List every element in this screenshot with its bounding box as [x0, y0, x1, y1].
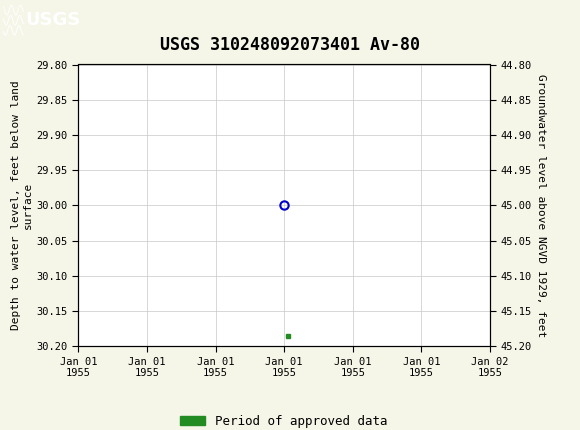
Y-axis label: Groundwater level above NGVD 1929, feet: Groundwater level above NGVD 1929, feet: [536, 74, 546, 337]
Text: USGS 310248092073401 Av-80: USGS 310248092073401 Av-80: [160, 36, 420, 54]
Y-axis label: Depth to water level, feet below land
surface: Depth to water level, feet below land su…: [11, 80, 32, 330]
Text: USGS: USGS: [26, 11, 81, 29]
Legend: Period of approved data: Period of approved data: [175, 410, 393, 430]
